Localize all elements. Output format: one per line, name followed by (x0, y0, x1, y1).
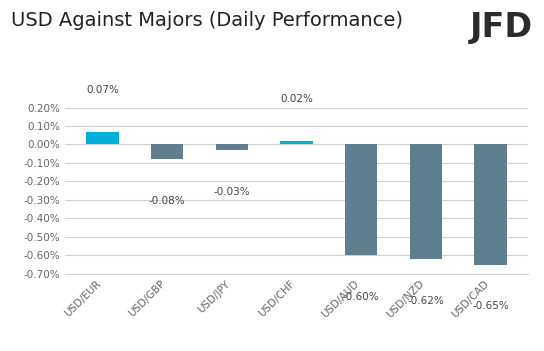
Text: -0.08%: -0.08% (149, 196, 186, 206)
Text: 0.02%: 0.02% (280, 94, 313, 104)
Bar (410, 145, 442, 259)
Bar (474, 145, 506, 265)
Text: 0.07%: 0.07% (86, 85, 119, 94)
Bar (345, 145, 378, 255)
Text: -0.03%: -0.03% (213, 187, 250, 197)
Bar (86, 132, 119, 145)
Bar (151, 145, 183, 159)
Text: -0.62%: -0.62% (407, 296, 444, 306)
Text: USD Against Majors (Daily Performance): USD Against Majors (Daily Performance) (11, 11, 403, 29)
Text: -0.65%: -0.65% (472, 302, 509, 311)
Bar (280, 141, 313, 145)
Text: JFD: JFD (470, 11, 533, 44)
Bar (215, 145, 248, 150)
Text: -0.60%: -0.60% (343, 292, 380, 302)
